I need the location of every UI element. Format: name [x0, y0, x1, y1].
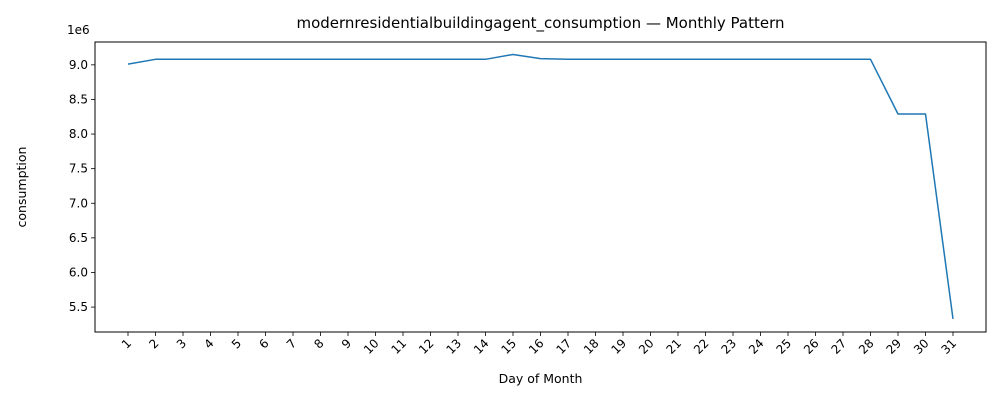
plot-frame [94, 41, 987, 333]
x-tick-label: 16 [526, 336, 547, 357]
y-offset-text: 1e6 [67, 23, 90, 37]
x-tick-label: 13 [443, 336, 464, 357]
x-tick-label: 17 [553, 336, 574, 357]
x-tick-label: 1 [119, 336, 134, 351]
x-tick-label: 4 [201, 336, 216, 351]
x-tick-label: 8 [311, 336, 326, 351]
y-tick-label: 6.0 [69, 265, 88, 279]
x-tick-label: 21 [663, 336, 684, 357]
y-tick-label: 6.5 [69, 231, 88, 245]
x-tick-label: 6 [256, 336, 271, 351]
x-tick-label: 23 [718, 336, 739, 357]
x-axis: 1 2 3 4 5 6 7 8 9 10 11 12 13 14 15 16 17 18 19 20 21 22 23 24 2… [119, 332, 959, 357]
y-tick-label: 8.5 [69, 92, 88, 106]
x-tick-label: 30 [911, 336, 932, 357]
x-tick-label: 31 [938, 336, 959, 357]
x-tick-label: 12 [416, 336, 437, 357]
x-tick-label: 22 [691, 336, 712, 357]
x-tick-label: 5 [229, 336, 244, 351]
x-axis-label: Day of Month [499, 371, 583, 386]
y-tick-label: 7.0 [69, 196, 88, 210]
x-tick-label: 29 [883, 336, 904, 357]
y-tick-label: 8.0 [69, 127, 88, 141]
x-tick-label: 20 [636, 336, 657, 357]
x-tick-label: 14 [471, 336, 492, 357]
x-tick-label: 10 [361, 336, 382, 357]
x-tick-label: 18 [581, 336, 602, 357]
series-layer [127, 53, 954, 319]
x-tick-label: 7 [284, 336, 299, 351]
chart-title: modernresidentialbuildingagent_consumpti… [296, 14, 784, 33]
x-tick-label: 11 [388, 336, 409, 357]
x-tick-label: 15 [498, 336, 519, 357]
x-tick-label: 9 [339, 336, 354, 351]
y-tick-label: 7.5 [69, 162, 88, 176]
x-tick-label: 28 [856, 336, 877, 357]
x-tick-label: 27 [828, 336, 849, 357]
y-tick-label: 5.5 [69, 300, 88, 314]
x-tick-label: 25 [773, 336, 794, 357]
x-tick-label: 26 [801, 336, 822, 357]
x-tick-label: 3 [174, 336, 189, 351]
x-tick-label: 19 [608, 336, 629, 357]
x-tick-label: 24 [746, 336, 767, 357]
y-axis-label: consumption [14, 147, 29, 228]
series-line [127, 53, 954, 319]
x-tick-label: 2 [146, 336, 161, 351]
y-axis: 5.5 6.0 6.5 7.0 7.5 8.0 8.5 9.0 [69, 58, 95, 314]
y-tick-label: 9.0 [69, 58, 88, 72]
